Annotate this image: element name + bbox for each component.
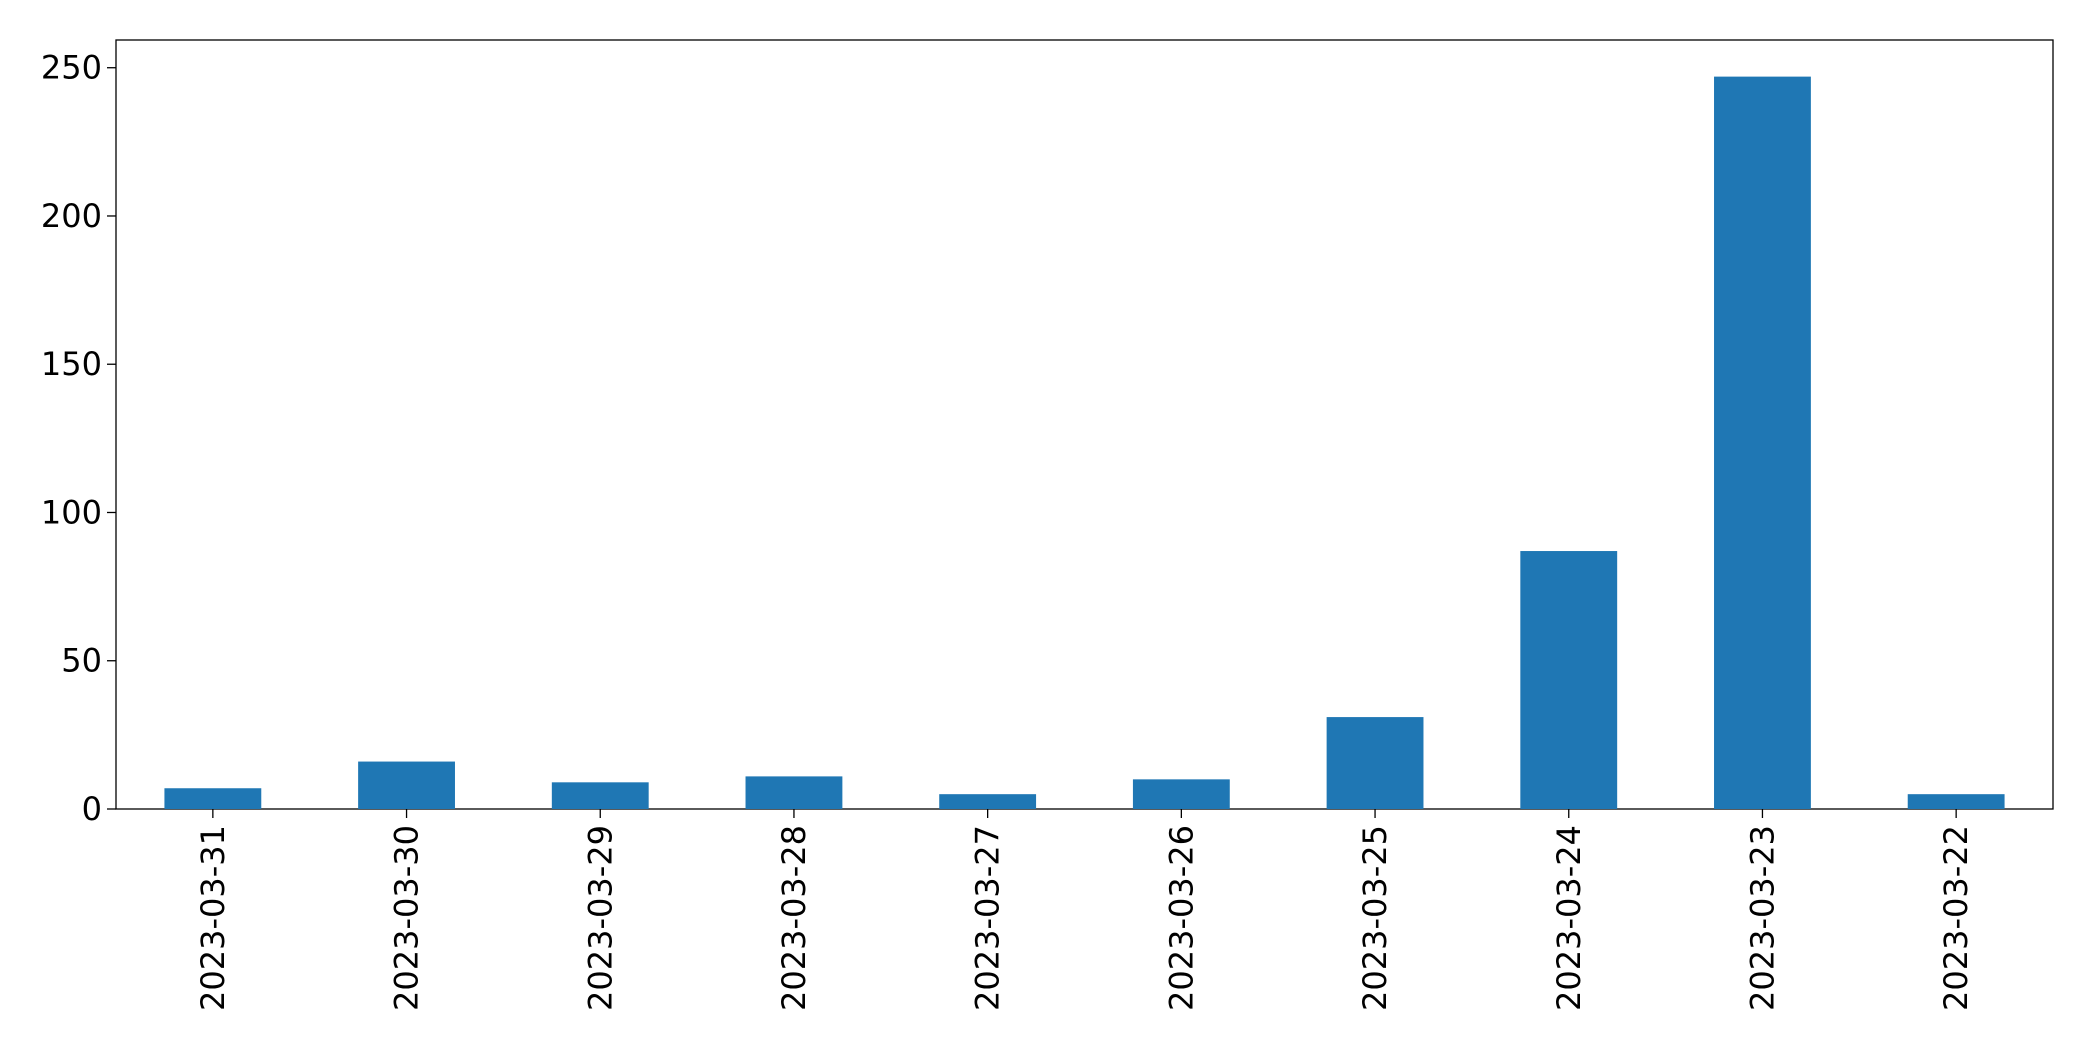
x-tick-label: 2023-03-24 bbox=[1550, 825, 1588, 1011]
x-tick-label: 2023-03-30 bbox=[388, 825, 426, 1011]
bar bbox=[1326, 717, 1424, 809]
x-tick-label: 2023-03-28 bbox=[775, 825, 813, 1011]
bar bbox=[1907, 794, 2005, 809]
y-tick-label: 250 bbox=[41, 49, 102, 87]
x-tick-label: 2023-03-29 bbox=[581, 825, 619, 1011]
x-tick-label: 2023-03-25 bbox=[1356, 825, 1394, 1011]
bar bbox=[939, 794, 1037, 809]
bar bbox=[164, 788, 262, 809]
x-tick-label: 2023-03-22 bbox=[1937, 825, 1975, 1011]
x-tick-label: 2023-03-31 bbox=[194, 825, 232, 1011]
bar bbox=[1132, 779, 1230, 809]
y-tick-label: 150 bbox=[41, 345, 102, 383]
y-tick-label: 0 bbox=[82, 790, 102, 828]
y-tick-label: 100 bbox=[41, 493, 102, 531]
x-tick-label: 2023-03-26 bbox=[1162, 825, 1200, 1011]
y-tick-label: 200 bbox=[41, 197, 102, 235]
bar bbox=[1714, 76, 1811, 810]
bar bbox=[1520, 551, 1618, 809]
bar bbox=[745, 776, 843, 809]
bar bbox=[358, 761, 455, 809]
x-tick-label: 2023-03-27 bbox=[969, 825, 1007, 1011]
y-tick-label: 50 bbox=[61, 642, 102, 680]
bar bbox=[551, 782, 649, 809]
plot-frame bbox=[115, 39, 2054, 810]
x-tick-label: 2023-03-23 bbox=[1743, 825, 1781, 1011]
